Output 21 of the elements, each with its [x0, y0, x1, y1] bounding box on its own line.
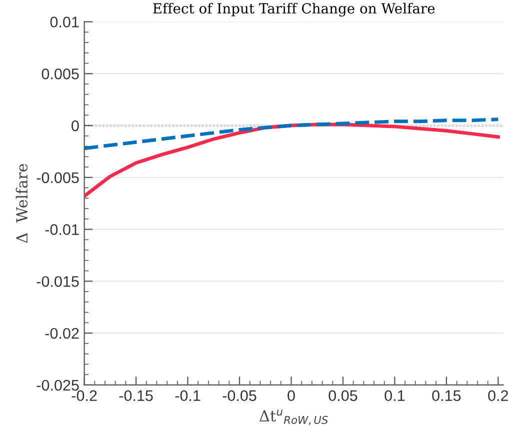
x-tick-label: -0.05	[222, 390, 256, 402]
x-tick-label: 0	[288, 390, 295, 402]
y-tick-label: -0.01	[45, 224, 79, 235]
y-tick-label: 0	[72, 120, 79, 132]
x-tick-label: 0.05	[328, 390, 358, 402]
y-axis-title: Δ Welfare	[16, 164, 28, 243]
x-axis-title: Δt$^{u}$$_{RoW,US}$	[260, 410, 328, 426]
y-tick-label: 0.01	[50, 16, 79, 28]
x-tick-label: 0.15	[432, 390, 461, 402]
y-tick-label: -0.02	[45, 328, 79, 339]
x-tick-label: -0.15	[119, 390, 153, 402]
y-tick-label: -0.005	[36, 172, 79, 184]
chart-title: Effect of Input Tariff Change on Welfare	[153, 2, 435, 17]
line-series	[84, 118, 500, 150]
y-tick-label: 0.005	[42, 68, 79, 80]
y-tick-label: -0.025	[36, 380, 79, 391]
x-tick-label: -0.2	[72, 390, 97, 402]
x-tick-label: 0.1	[384, 390, 405, 402]
x-tick-label: -0.1	[175, 390, 200, 402]
y-tick-label: -0.015	[36, 276, 79, 287]
x-tick-label: 0.2	[488, 390, 508, 402]
